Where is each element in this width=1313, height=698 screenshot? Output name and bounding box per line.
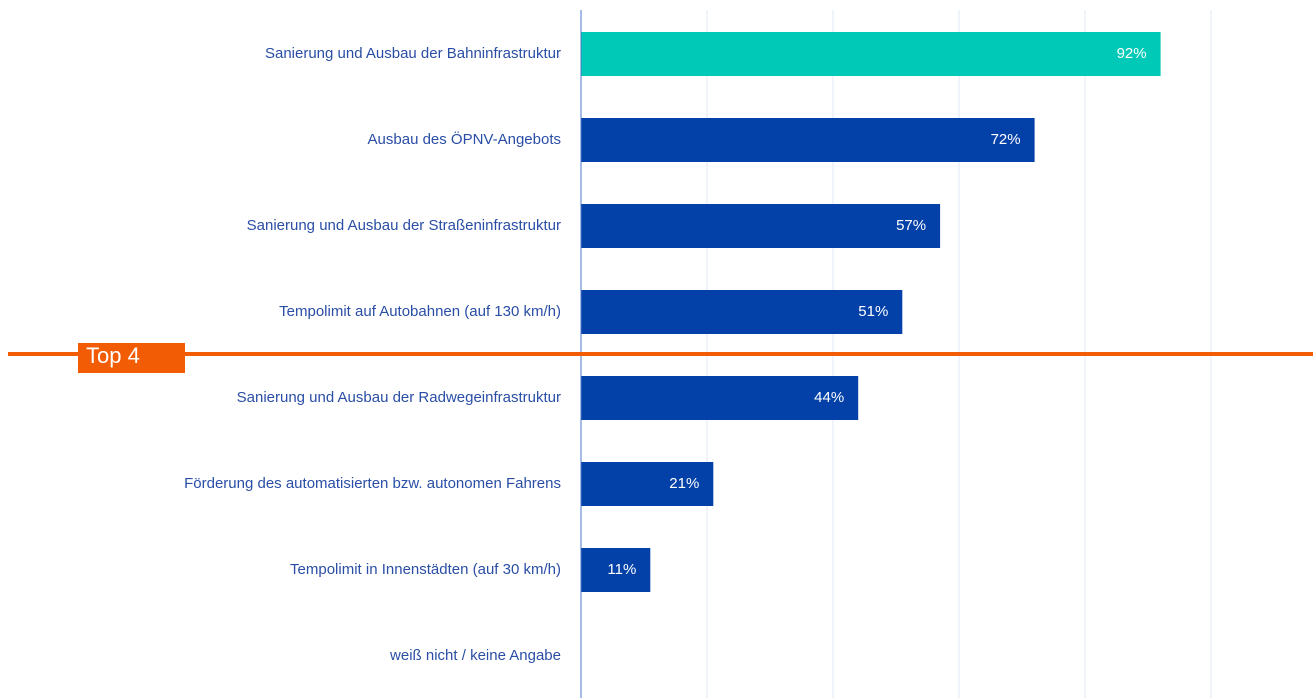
value-label: 57% [896, 217, 926, 234]
category-label: weiß nicht / keine Angabe [389, 647, 561, 664]
bar [581, 376, 859, 420]
value-label: 92% [1117, 45, 1147, 62]
category-label: Sanierung und Ausbau der Bahninfrastrukt… [265, 45, 561, 62]
value-label: 44% [814, 389, 844, 406]
annotation-label: Top 4 [86, 343, 140, 368]
annotation-box [78, 343, 185, 373]
value-label: 21% [669, 475, 699, 492]
category-label: Tempolimit auf Autobahnen (auf 130 km/h) [279, 303, 561, 320]
category-label: Förderung des automatisierten bzw. auton… [184, 475, 561, 492]
category-label: Tempolimit in Innenstädten (auf 30 km/h) [290, 561, 561, 578]
category-label: Ausbau des ÖPNV-Angebots [368, 130, 561, 148]
bar [581, 118, 1035, 162]
value-label: 51% [858, 303, 888, 320]
bar [581, 548, 651, 592]
bar [581, 462, 714, 506]
category-label: Sanierung und Ausbau der Radwegeinfrastr… [237, 389, 561, 406]
value-label: 72% [991, 131, 1021, 148]
bar [581, 290, 903, 334]
category-label: Sanierung und Ausbau der Straßeninfrastr… [247, 217, 561, 234]
value-label: 11% [607, 561, 636, 578]
bar [581, 204, 941, 248]
bar [581, 32, 1161, 76]
